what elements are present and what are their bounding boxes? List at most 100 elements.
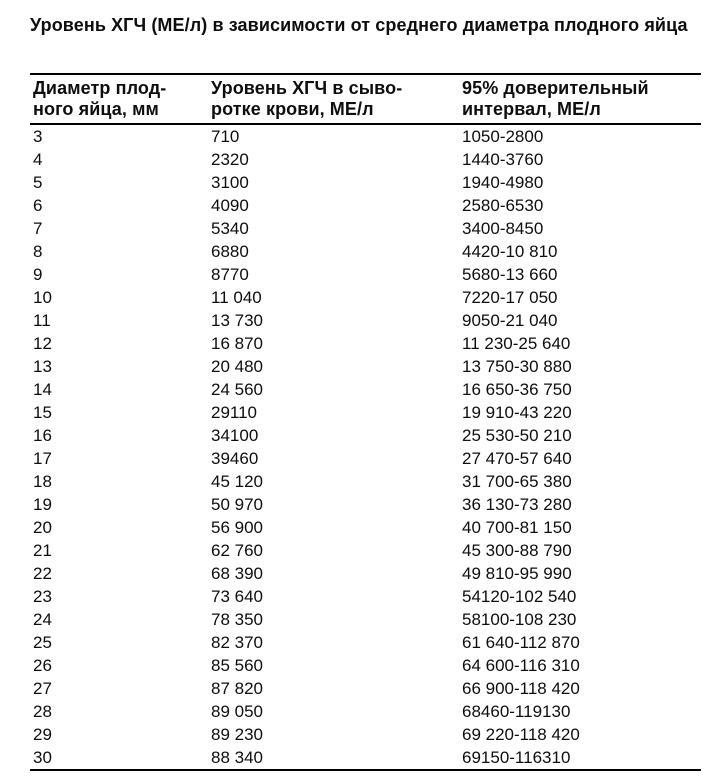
confidence-interval-cell: 61 640-112 870 — [462, 633, 580, 652]
confidence-interval-cell: 69 220-118 420 — [462, 725, 580, 744]
diameter-cell: 14 — [33, 380, 52, 399]
table-row: 9 8770 5680-13 660 — [30, 263, 701, 286]
table-row: 6 4090 2580-6530 — [30, 194, 701, 217]
hcg-level-cell: 82 370 — [211, 633, 263, 652]
hcg-level-cell: 85 560 — [211, 656, 263, 675]
hcg-level-cell: 56 900 — [211, 518, 263, 537]
diameter-cell: 20 — [33, 518, 52, 537]
confidence-interval-cell: 2580-6530 — [462, 196, 544, 215]
column-header-diameter: Диаметр плод- ного яйца, мм — [30, 74, 208, 125]
diameter-cell: 26 — [33, 656, 52, 675]
table-row: 26 85 560 64 600-116 310 — [30, 654, 701, 677]
hcg-level-cell: 710 — [211, 127, 240, 146]
table-row: 27 87 820 66 900-118 420 — [30, 677, 701, 700]
diameter-cell: 4 — [33, 150, 43, 169]
table-row: 4 2320 1440-3760 — [30, 148, 701, 171]
hcg-table: Диаметр плод- ного яйца, мм Уровень ХГЧ … — [30, 73, 701, 771]
confidence-interval-cell: 1050-2800 — [462, 127, 544, 146]
hcg-level-cell: 5340 — [211, 219, 249, 238]
table-row: 28 89 050 68460-119130 — [30, 700, 701, 723]
diameter-cell: 10 — [33, 288, 52, 307]
table-row: 3 710 1050-2800 — [30, 124, 701, 148]
confidence-interval-cell: 54120-102 540 — [462, 587, 577, 606]
confidence-interval-cell: 1940-4980 — [462, 173, 544, 192]
confidence-interval-cell: 1440-3760 — [462, 150, 544, 169]
hcg-level-cell: 34100 — [211, 426, 259, 445]
diameter-cell: 27 — [33, 679, 52, 698]
table-row: 23 73 640 54120-102 540 — [30, 585, 701, 608]
table-row: 24 78 350 58100-108 230 — [30, 608, 701, 631]
diameter-cell: 16 — [33, 426, 52, 445]
table-row: 29 89 230 69 220-118 420 — [30, 723, 701, 746]
hcg-level-cell: 88 340 — [211, 748, 263, 767]
confidence-interval-cell: 45 300-88 790 — [462, 541, 572, 560]
confidence-interval-cell: 69150-116310 — [462, 748, 571, 767]
confidence-interval-cell: 3400-8450 — [462, 219, 544, 238]
confidence-interval-cell: 7220-17 050 — [462, 288, 558, 307]
confidence-interval-cell: 9050-21 040 — [462, 311, 558, 330]
table-row: 20 56 900 40 700-81 150 — [30, 516, 701, 539]
table-row: 11 13 730 9050-21 040 — [30, 309, 701, 332]
table-row: 30 88 340 69150-116310 — [30, 746, 701, 770]
table-row: 7 5340 3400-8450 — [30, 217, 701, 240]
hcg-level-cell: 39460 — [211, 449, 259, 468]
page-title: Уровень ХГЧ (МЕ/л) в зависимости от сред… — [30, 15, 688, 35]
confidence-interval-cell: 27 470-57 640 — [462, 449, 572, 468]
confidence-interval-cell: 31 700-65 380 — [462, 472, 572, 491]
hcg-level-cell: 2320 — [211, 150, 249, 169]
confidence-interval-cell: 13 750-30 880 — [462, 357, 572, 376]
diameter-cell: 22 — [33, 564, 52, 583]
hcg-level-cell: 20 480 — [211, 357, 263, 376]
table-body: 3 710 1050-2800 4 2320 1440-3760 5 3100 1940-498… — [30, 124, 701, 770]
diameter-cell: 7 — [33, 219, 43, 238]
diameter-cell: 13 — [33, 357, 52, 376]
confidence-interval-cell: 68460-119130 — [462, 702, 571, 721]
diameter-cell: 21 — [33, 541, 52, 560]
confidence-interval-cell: 66 900-118 420 — [462, 679, 580, 698]
hcg-level-cell: 16 870 — [211, 334, 263, 353]
hcg-level-cell: 11 040 — [211, 288, 262, 307]
diameter-cell: 8 — [33, 242, 43, 261]
diameter-cell: 17 — [33, 449, 52, 468]
hcg-level-cell: 68 390 — [211, 564, 263, 583]
diameter-cell: 25 — [33, 633, 52, 652]
confidence-interval-cell: 11 230-25 640 — [462, 334, 571, 353]
diameter-cell: 11 — [33, 311, 51, 330]
table-row: 25 82 370 61 640-112 870 — [30, 631, 701, 654]
confidence-interval-cell: 4420-10 810 — [462, 242, 558, 261]
header-row: Диаметр плод- ного яйца, мм Уровень ХГЧ … — [30, 74, 701, 125]
diameter-cell: 5 — [33, 173, 43, 192]
hcg-level-cell: 4090 — [211, 196, 249, 215]
table-row: 21 62 760 45 300-88 790 — [30, 539, 701, 562]
table-row: 10 11 040 7220-17 050 — [30, 286, 701, 309]
hcg-level-cell: 62 760 — [211, 541, 263, 560]
diameter-cell: 18 — [33, 472, 52, 491]
confidence-interval-cell: 25 530-50 210 — [462, 426, 572, 445]
diameter-cell: 15 — [33, 403, 52, 422]
table-row: 17 39460 27 470-57 640 — [30, 447, 701, 470]
table-row: 8 6880 4420-10 810 — [30, 240, 701, 263]
diameter-cell: 28 — [33, 702, 52, 721]
table-header: Диаметр плод- ного яйца, мм Уровень ХГЧ … — [30, 74, 701, 125]
table-row: 19 50 970 36 130-73 280 — [30, 493, 701, 516]
table-row: 14 24 560 16 650-36 750 — [30, 378, 701, 401]
confidence-interval-cell: 49 810-95 990 — [462, 564, 572, 583]
column-header-hcg-level: Уровень ХГЧ в сыво- ротке крови, МЕ/л — [208, 74, 459, 125]
hcg-level-cell: 78 350 — [211, 610, 263, 629]
confidence-interval-cell: 40 700-81 150 — [462, 518, 572, 537]
confidence-interval-cell: 19 910-43 220 — [462, 403, 572, 422]
table-row: 16 34100 25 530-50 210 — [30, 424, 701, 447]
hcg-level-cell: 13 730 — [211, 311, 263, 330]
table-row: 22 68 390 49 810-95 990 — [30, 562, 701, 585]
confidence-interval-cell: 58100-108 230 — [462, 610, 577, 629]
hcg-level-cell: 24 560 — [211, 380, 263, 399]
hcg-level-cell: 50 970 — [211, 495, 263, 514]
table-row: 13 20 480 13 750-30 880 — [30, 355, 701, 378]
confidence-interval-cell: 36 130-73 280 — [462, 495, 572, 514]
diameter-cell: 24 — [33, 610, 52, 629]
diameter-cell: 19 — [33, 495, 52, 514]
hcg-level-cell: 89 050 — [211, 702, 263, 721]
table-row: 18 45 120 31 700-65 380 — [30, 470, 701, 493]
hcg-level-cell: 73 640 — [211, 587, 263, 606]
diameter-cell: 23 — [33, 587, 52, 606]
